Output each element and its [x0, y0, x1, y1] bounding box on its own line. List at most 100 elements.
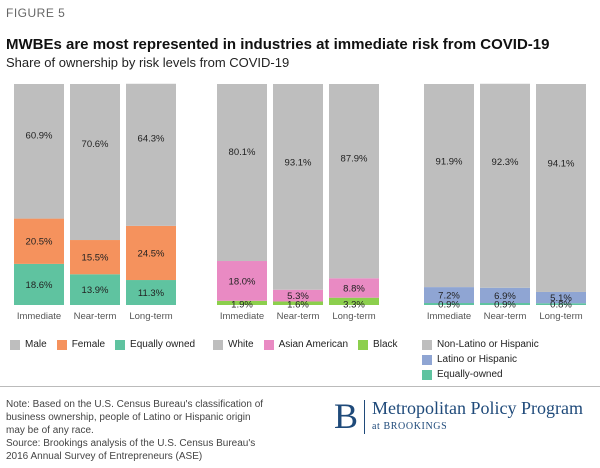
legend-swatch	[263, 339, 274, 350]
x-tick-label: Long-term	[332, 311, 375, 322]
bar-segment	[217, 84, 267, 262]
x-tick-label: Immediate	[220, 311, 264, 322]
data-label: 0.8%	[550, 300, 572, 311]
brand-subtitle: at BROOKINGS	[372, 421, 448, 432]
legend-item-female: Female	[56, 337, 106, 352]
legend-label: Equally-owned	[437, 369, 503, 380]
legend-item-non-latino: Non-Latino or Hispanic	[422, 337, 539, 352]
chart-panel-1: 18.6% 20.5% 60.9% Immediate 13.9% 15.5% 70.6% N…	[14, 83, 176, 322]
legend-label: Latino or Hispanic	[437, 354, 518, 365]
note-line: may be of any race.	[6, 425, 94, 436]
chart-title: MWBEs are most represented in industries…	[6, 36, 550, 53]
legend-label: Female	[71, 339, 106, 350]
bar-segment	[217, 300, 267, 305]
x-tick-label: Near-term	[484, 311, 527, 322]
data-label: 64.3%	[138, 133, 165, 144]
bar-segment	[536, 84, 586, 292]
legend-item-equally-owned: Equally owned	[115, 337, 195, 352]
data-label: 5.3%	[287, 291, 309, 302]
legend-swatch	[422, 369, 432, 380]
data-label: 20.5%	[26, 237, 53, 248]
x-tick-label: Immediate	[427, 311, 471, 322]
legend-label: White	[228, 339, 254, 350]
legend-item-white: White	[213, 337, 254, 352]
legend-race: White Asian American Black	[213, 337, 398, 352]
bar-segment	[126, 280, 176, 305]
bar-segment	[273, 84, 323, 290]
legend-swatch	[422, 339, 432, 350]
legend-label: Black	[373, 339, 398, 350]
x-tick-label: Long-term	[129, 311, 172, 322]
data-label: 1.9%	[231, 300, 253, 311]
bar-segment	[70, 240, 120, 275]
bar-segment	[424, 84, 474, 288]
data-label: 0.9%	[438, 300, 460, 311]
data-label: 3.3%	[343, 300, 365, 311]
data-label: 6.9%	[494, 291, 516, 302]
bar-segment	[480, 303, 530, 305]
data-label: 1.6%	[287, 300, 309, 311]
brookings-logo: B Metropolitan Policy Program at BROOKIN…	[334, 396, 596, 438]
data-label: 60.9%	[26, 131, 53, 142]
bar-segment	[424, 287, 474, 304]
bar-segment	[126, 83, 176, 226]
legend-swatch	[115, 339, 126, 350]
bar-segment	[329, 297, 379, 305]
legend-label: Asian American	[278, 339, 349, 350]
x-tick-label: Immediate	[17, 311, 61, 322]
bar-segment	[14, 218, 64, 264]
chart-panel-2: 1.9% 18.0% 80.1% Immediate 1.6%5.3% 93.1% Near…	[217, 84, 379, 322]
chart-subtitle: Share of ownership by risk levels from C…	[6, 55, 290, 70]
legend-item-equally-owned-eth: Equally-owned	[422, 367, 539, 382]
data-label: 80.1%	[229, 147, 256, 158]
data-label: 70.6%	[82, 139, 109, 150]
bar-segment	[217, 261, 267, 301]
source-note: Note: Based on the U.S. Census Bureau's …	[6, 398, 306, 463]
brand-mark: B	[334, 396, 359, 436]
data-label: 13.9%	[82, 285, 109, 296]
legend-label: Non-Latino or Hispanic	[437, 339, 539, 350]
bar-segment	[480, 83, 530, 288]
data-label: 87.9%	[341, 153, 368, 164]
data-label: 18.0%	[229, 276, 256, 287]
legend-ethnicity: Non-Latino or Hispanic Latino or Hispani…	[422, 337, 539, 382]
footer-divider	[0, 386, 600, 387]
bar-segment	[424, 303, 474, 305]
data-label: 8.8%	[343, 283, 365, 294]
data-label: 11.3%	[138, 288, 165, 299]
legend-swatch	[10, 339, 20, 350]
x-tick-label: Near-term	[277, 311, 320, 322]
legend-item-male: Male	[10, 337, 47, 352]
legend-item-latino: Latino or Hispanic	[422, 352, 539, 367]
data-label: 94.1%	[548, 159, 575, 170]
bar-segment	[536, 291, 586, 304]
legend-label: Equally owned	[130, 339, 196, 350]
data-label: 93.1%	[285, 158, 312, 169]
legend-item-asian-american: Asian American	[263, 337, 349, 352]
legend-swatch	[358, 339, 369, 350]
data-label: 24.5%	[138, 248, 165, 259]
bar-segment	[70, 274, 120, 305]
x-tick-label: Long-term	[539, 311, 582, 322]
legend-swatch	[422, 354, 432, 365]
data-label: 5.1%	[550, 293, 572, 304]
legend-item-black: Black	[358, 337, 398, 352]
note-line: Note: Based on the U.S. Census Bureau's …	[6, 399, 264, 410]
legend-swatch	[56, 339, 67, 350]
chart-panel-3: 0.9%7.2%91.9%Immediate0.9%6.9%92.3%Near-…	[424, 83, 586, 322]
data-label: 91.9%	[436, 157, 463, 168]
legend-swatch	[213, 339, 223, 350]
brand-separator	[364, 400, 365, 434]
data-label: 0.9%	[494, 300, 516, 311]
data-label: 18.6%	[26, 280, 53, 291]
bar-segment	[536, 303, 586, 305]
bar-segment	[14, 263, 64, 305]
note-line: 2016 Annual Survey of Entrepreneurs (ASE…	[6, 451, 203, 462]
bar-segment	[329, 278, 379, 298]
bar-segment	[329, 84, 379, 279]
note-line: Source: Brookings analysis of the U.S. C…	[6, 438, 256, 449]
bar-segment	[273, 301, 323, 305]
bar-segment	[14, 84, 64, 219]
bar-segment	[70, 84, 120, 241]
figure-label: FIGURE 5	[6, 6, 66, 20]
